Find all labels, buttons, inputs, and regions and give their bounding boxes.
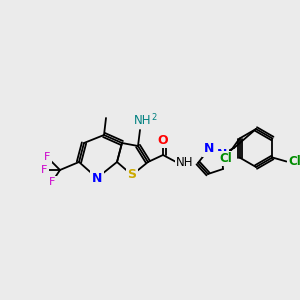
Text: NH: NH <box>134 115 152 128</box>
Text: N: N <box>217 148 227 160</box>
Text: NH: NH <box>176 157 194 169</box>
Text: Cl: Cl <box>288 155 300 168</box>
Text: F: F <box>44 152 50 162</box>
Text: S: S <box>128 169 136 182</box>
Text: O: O <box>158 134 168 146</box>
Text: Cl: Cl <box>219 152 232 165</box>
Text: 2: 2 <box>152 113 157 122</box>
Text: F: F <box>49 177 55 187</box>
Text: F: F <box>41 165 47 175</box>
Text: N: N <box>92 172 102 184</box>
Text: N: N <box>204 142 214 155</box>
